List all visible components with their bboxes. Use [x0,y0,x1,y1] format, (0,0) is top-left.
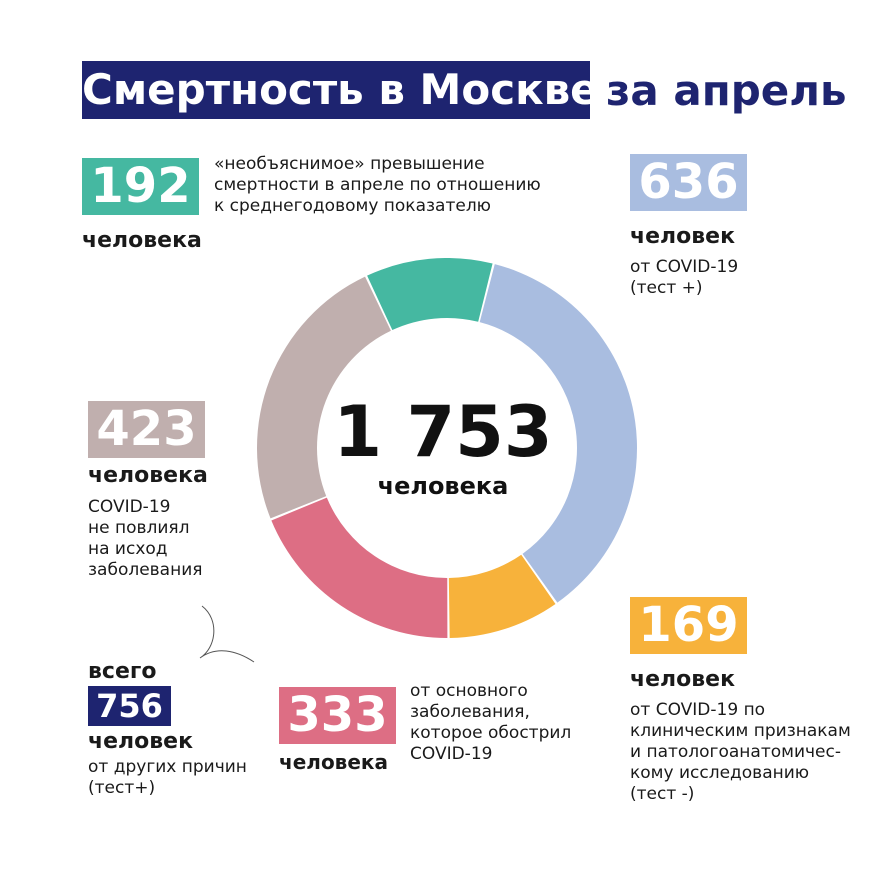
donut-segment-423 [257,276,391,519]
worsened-value-box: 333 [279,687,396,744]
no-influence-value-box: 423 [88,401,205,458]
unexplained-unit: человека [82,228,202,253]
no-influence-value: 423 [96,401,197,457]
other-value: 756 [96,687,163,725]
covid-clinical-unit: человек [630,667,736,692]
worsened-unit: человека [279,750,388,774]
covid-clinical-value-box: 169 [630,597,747,654]
unexplained-value-box: 192 [82,158,199,215]
worsened-value: 333 [287,687,388,743]
donut-segment-636 [479,264,637,603]
connector-arc [199,605,255,663]
covid-clinical-value: 169 [638,597,739,653]
page-title: Смертность в Москве [82,65,599,114]
donut-segment-192 [367,258,493,331]
center-unit: человека [377,472,509,500]
covid-test-value-box: 636 [630,154,747,211]
covid-clinical-desc: от COVID-19 по клиническим признакам и п… [630,700,851,804]
covid-test-value: 636 [638,154,739,210]
donut-chart [257,258,637,638]
no-influence-desc: COVID-19 не повлиял на исход заболевания [88,497,203,580]
other-value-box: 756 [88,686,171,726]
covid-test-desc: от COVID-19 (тест +) [630,257,739,298]
unexplained-value: 192 [90,158,191,214]
center-total: 1 753 [333,391,553,473]
title-suffix: за апрель [606,66,847,115]
unexplained-desc: «необъяснимое» превышение смертности в а… [214,154,541,216]
no-influence-unit: человека [88,463,208,488]
title-banner: Смертность в Москве [82,61,599,119]
other-desc: от других причин (тест+) [88,757,247,798]
donut-segment-333 [271,497,448,638]
donut-segment-169 [448,554,556,638]
worsened-desc: от основного заболевания, которое обостр… [410,681,572,764]
covid-test-unit: человек [630,224,736,249]
other-unit: человек [88,729,194,754]
other-prefix: всего [88,659,157,684]
